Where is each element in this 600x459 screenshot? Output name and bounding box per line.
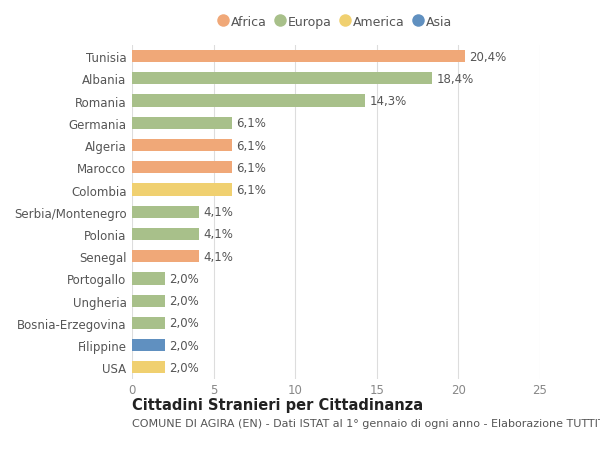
Text: 18,4%: 18,4% xyxy=(436,73,473,86)
Bar xyxy=(132,339,164,352)
Bar xyxy=(132,317,164,329)
Text: 6,1%: 6,1% xyxy=(236,117,266,130)
Text: 2,0%: 2,0% xyxy=(169,295,199,308)
Bar xyxy=(132,73,432,85)
Text: 4,1%: 4,1% xyxy=(203,206,233,219)
Legend: Africa, Europa, America, Asia: Africa, Europa, America, Asia xyxy=(220,16,452,28)
Bar xyxy=(132,140,232,152)
Text: 20,4%: 20,4% xyxy=(469,50,506,63)
Bar xyxy=(132,206,199,218)
Text: 14,3%: 14,3% xyxy=(370,95,407,108)
Text: COMUNE DI AGIRA (EN) - Dati ISTAT al 1° gennaio di ogni anno - Elaborazione TUTT: COMUNE DI AGIRA (EN) - Dati ISTAT al 1° … xyxy=(132,418,600,428)
Bar xyxy=(132,51,465,63)
Text: 4,1%: 4,1% xyxy=(203,250,233,263)
Text: 6,1%: 6,1% xyxy=(236,184,266,196)
Bar xyxy=(132,95,365,107)
Text: 2,0%: 2,0% xyxy=(169,339,199,352)
Text: 6,1%: 6,1% xyxy=(236,162,266,174)
Bar xyxy=(132,184,232,196)
Bar xyxy=(132,162,232,174)
Bar xyxy=(132,229,199,241)
Bar xyxy=(132,295,164,307)
Text: 2,0%: 2,0% xyxy=(169,272,199,285)
Bar xyxy=(132,362,164,374)
Bar xyxy=(132,273,164,285)
Text: 6,1%: 6,1% xyxy=(236,139,266,152)
Text: Cittadini Stranieri per Cittadinanza: Cittadini Stranieri per Cittadinanza xyxy=(132,397,423,412)
Bar xyxy=(132,251,199,263)
Text: 2,0%: 2,0% xyxy=(169,361,199,374)
Bar xyxy=(132,118,232,129)
Text: 2,0%: 2,0% xyxy=(169,317,199,330)
Text: 4,1%: 4,1% xyxy=(203,228,233,241)
